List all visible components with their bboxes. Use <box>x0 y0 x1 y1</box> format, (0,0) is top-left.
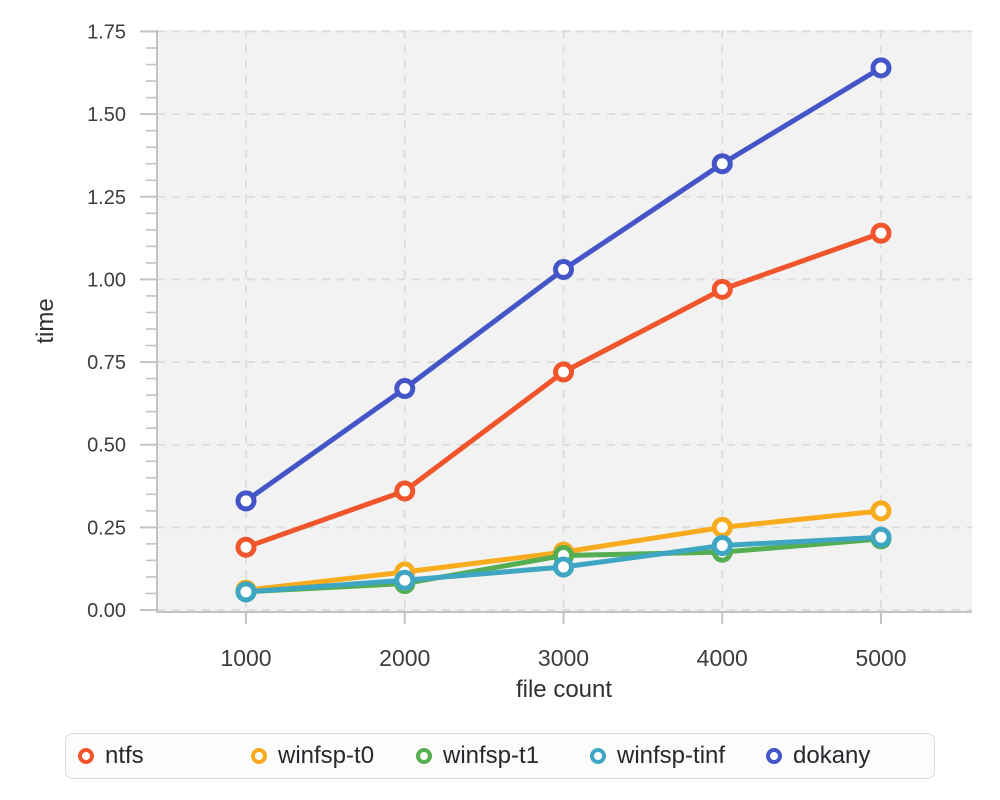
data-point-winfsp-tinf <box>553 556 574 578</box>
data-point-ntfs <box>553 361 574 383</box>
y-tick-label: 1.75 <box>87 22 126 44</box>
legend-marker-ntfs <box>78 747 94 764</box>
legend: ntfs winfsp-t0 winfsp-t1 winfsp-tinf dokany <box>65 733 935 779</box>
legend-marker-dokany <box>766 747 782 764</box>
y-tick-label: 0.75 <box>87 352 126 374</box>
data-point-ntfs <box>235 536 257 558</box>
y-tick-label: 1.50 <box>87 104 126 126</box>
legend-item-winfsp-t1: winfsp-t1 <box>416 734 539 777</box>
legend-marker-winfsp-t0 <box>251 747 267 764</box>
data-point-dokany <box>394 378 416 400</box>
legend-label: winfsp-t1 <box>443 741 540 769</box>
data-point-ntfs <box>394 480 416 502</box>
data-point-dokany <box>553 259 574 281</box>
plot-area <box>157 30 972 612</box>
x-tick-label: 5000 <box>855 645 906 671</box>
y-tick-label: 0.00 <box>87 600 126 622</box>
legend-label: winfsp-tinf <box>617 741 726 769</box>
data-point-winfsp-t0 <box>870 500 892 522</box>
data-point-winfsp-t0 <box>711 516 733 538</box>
data-point-winfsp-tinf <box>711 535 733 557</box>
legend-item-dokany: dokany <box>766 734 870 777</box>
y-axis-title: time <box>32 298 59 344</box>
data-point-ntfs <box>711 278 733 300</box>
data-point-ntfs <box>870 222 892 244</box>
y-tick-label: 1.00 <box>87 269 126 291</box>
data-point-winfsp-tinf <box>235 581 257 603</box>
legend-label: dokany <box>793 741 871 769</box>
y-tick-label: 1.25 <box>87 187 126 209</box>
y-tick-label: 0.25 <box>87 517 126 539</box>
x-tick-label: 2000 <box>379 645 430 671</box>
x-axis-title: file count <box>515 676 613 703</box>
chart-canvas: 0.00 0.25 0.50 0.75 1.00 1.25 1.50 1.75 1000 2000… <box>87 22 972 671</box>
legend-label: winfsp-t0 <box>278 741 375 769</box>
legend-item-winfsp-t0: winfsp-t0 <box>251 734 374 777</box>
legend-marker-winfsp-t1 <box>416 747 432 764</box>
data-point-dokany <box>235 490 257 512</box>
legend-item-winfsp-tinf: winfsp-tinf <box>590 734 725 777</box>
legend-item-ntfs: ntfs <box>78 734 144 777</box>
data-point-dokany <box>711 153 733 175</box>
x-tick-label: 4000 <box>697 645 748 671</box>
x-tick-label: 1000 <box>220 645 271 671</box>
data-point-winfsp-tinf <box>870 526 892 548</box>
x-tick-label: 3000 <box>538 645 589 671</box>
data-point-winfsp-tinf <box>394 569 416 591</box>
y-tick-label: 0.50 <box>87 435 126 457</box>
legend-label: ntfs <box>105 741 144 769</box>
legend-marker-winfsp-tinf <box>590 747 606 764</box>
data-point-dokany <box>870 57 892 79</box>
